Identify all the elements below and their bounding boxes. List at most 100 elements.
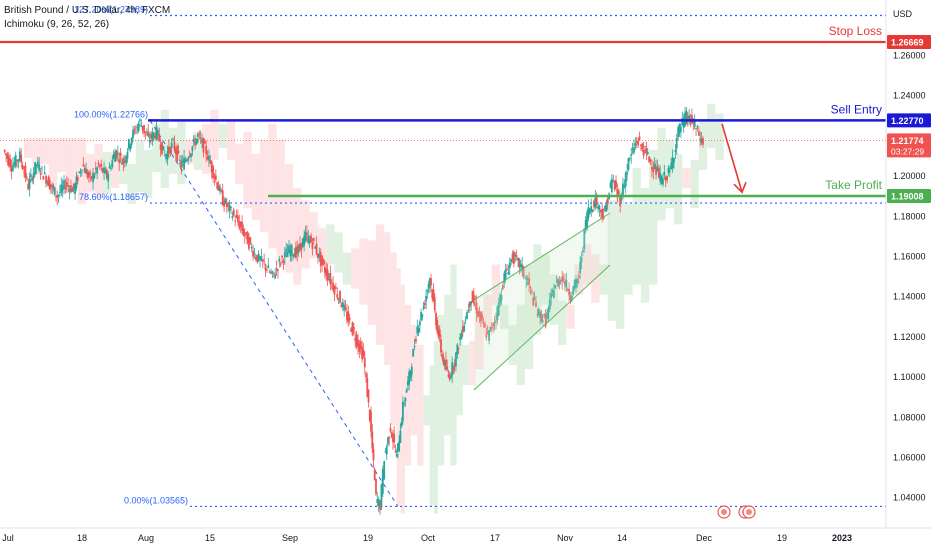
cloud-segment bbox=[396, 268, 401, 506]
candle-body bbox=[688, 115, 691, 120]
candle-body bbox=[490, 327, 493, 329]
candle-body bbox=[561, 276, 564, 282]
price-tick-label: 1.14000 bbox=[893, 292, 926, 302]
candle-body bbox=[697, 131, 700, 136]
candle-body bbox=[177, 150, 180, 153]
candle-body bbox=[152, 132, 155, 138]
candle-body bbox=[383, 461, 386, 480]
countdown-text: 03:27:29 bbox=[891, 146, 924, 156]
candle-body bbox=[94, 167, 97, 170]
candle-body bbox=[430, 278, 432, 286]
candle-body bbox=[205, 145, 208, 155]
candle-body bbox=[431, 289, 434, 299]
candle-body bbox=[428, 278, 431, 288]
candle-body bbox=[557, 279, 559, 287]
candle-body bbox=[165, 154, 168, 159]
candle-body bbox=[104, 169, 107, 174]
candle-body bbox=[154, 135, 157, 139]
candle-body bbox=[341, 302, 344, 308]
time-tick-label: Dec bbox=[696, 533, 713, 543]
candle-body bbox=[201, 139, 203, 143]
time-tick-label: 19 bbox=[363, 533, 373, 543]
candle-body bbox=[664, 176, 667, 181]
candle-body bbox=[6, 154, 9, 160]
candle-body bbox=[176, 145, 179, 161]
candle-body bbox=[388, 436, 391, 439]
candle-body bbox=[377, 499, 380, 507]
candle-body bbox=[281, 255, 283, 258]
candle-body bbox=[134, 131, 137, 133]
candle-body bbox=[35, 164, 38, 167]
candle-body bbox=[639, 144, 642, 146]
candle-body bbox=[147, 131, 150, 137]
candle-body bbox=[235, 214, 238, 218]
candle-body bbox=[613, 180, 616, 190]
candle-body bbox=[293, 253, 296, 258]
candle-body bbox=[565, 280, 568, 288]
cloud-segment bbox=[226, 119, 236, 160]
candle-body bbox=[484, 323, 486, 328]
candle-body bbox=[274, 274, 277, 279]
candle-body bbox=[51, 185, 54, 187]
cloud-segment bbox=[483, 294, 492, 335]
price-axis[interactable]: USD 1.26000 1.24000 1.20000 1.18000 1.16000 1.… bbox=[885, 0, 931, 528]
candle-body bbox=[604, 206, 606, 211]
candle-body bbox=[232, 209, 235, 216]
candle-body bbox=[488, 330, 490, 341]
candle-body bbox=[314, 246, 317, 249]
candle-body bbox=[409, 370, 412, 379]
candle-body bbox=[474, 303, 477, 306]
candle-body bbox=[573, 280, 576, 289]
candle-body bbox=[306, 232, 308, 235]
cloud-segment bbox=[632, 168, 641, 285]
price-tick-label: 1.26000 bbox=[893, 50, 926, 60]
candles bbox=[3, 106, 704, 515]
cloud-segment bbox=[417, 344, 424, 466]
flag-us-icon-inner bbox=[721, 509, 727, 515]
candle-body bbox=[570, 295, 573, 301]
candle-body bbox=[696, 125, 699, 128]
candle-body bbox=[162, 145, 165, 151]
symbol-title[interactable]: British Pound / U.S. Dollar, 4h, FXCM bbox=[4, 5, 171, 16]
candle-body bbox=[564, 280, 566, 286]
candle-body bbox=[18, 151, 21, 161]
candle-body bbox=[500, 295, 503, 301]
candle-body bbox=[544, 314, 547, 327]
candle-body bbox=[459, 337, 461, 340]
candle-body bbox=[78, 171, 81, 173]
candle-body bbox=[562, 278, 565, 280]
candle-body bbox=[351, 322, 354, 335]
candle-body bbox=[575, 278, 577, 288]
candle-body bbox=[145, 134, 148, 136]
cloud-segment bbox=[251, 153, 260, 221]
cloud-segment bbox=[411, 324, 418, 436]
candle-body bbox=[375, 479, 377, 494]
stop-loss-badge-text: 1.26669 bbox=[891, 38, 924, 48]
candle-body bbox=[190, 153, 192, 158]
candle-body bbox=[81, 169, 83, 171]
fib-level-label: 127.20%(1.27989) bbox=[74, 4, 148, 14]
candle-body bbox=[310, 235, 312, 243]
candle-body bbox=[539, 312, 542, 318]
candle-body bbox=[673, 157, 675, 163]
candle-body bbox=[237, 215, 239, 223]
cloud-segment bbox=[235, 143, 244, 185]
candle-body bbox=[656, 167, 659, 172]
cloud-segment bbox=[135, 139, 145, 193]
candle-body bbox=[496, 306, 499, 320]
candle-body bbox=[21, 165, 24, 170]
cloud-segment bbox=[549, 274, 559, 325]
candle-body bbox=[217, 185, 220, 191]
candle-body bbox=[343, 304, 346, 311]
candle-body bbox=[513, 251, 515, 264]
cloud-segment bbox=[384, 232, 391, 366]
time-axis[interactable]: Jul 18 Aug 15 Sep 19 Oct 17 Nov 14 Dec 19 2023 bbox=[0, 527, 932, 543]
candle-body bbox=[203, 140, 206, 144]
candle-body bbox=[32, 172, 35, 179]
candle-body bbox=[397, 443, 399, 452]
candle-body bbox=[568, 289, 571, 296]
indicator-title[interactable]: Ichimoku (9, 26, 52, 26) bbox=[4, 19, 110, 30]
candle-body bbox=[615, 180, 617, 188]
